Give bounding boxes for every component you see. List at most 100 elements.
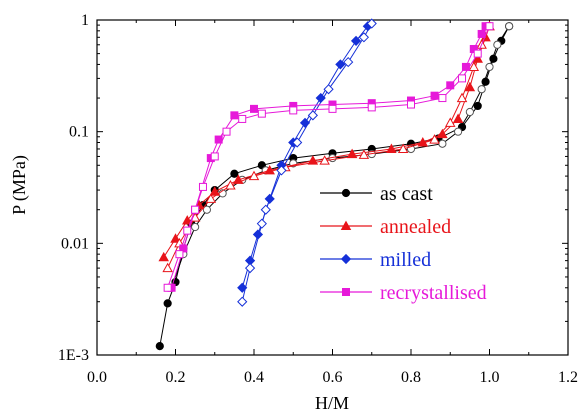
desorption-point xyxy=(191,222,200,232)
legend-marker xyxy=(342,288,350,296)
legend-label: recrystallised xyxy=(380,282,487,304)
desorption-point xyxy=(473,49,482,58)
desorption-point xyxy=(319,155,330,165)
absorption-point xyxy=(472,53,483,63)
legend: as cast annealed milled recrystallised xyxy=(320,183,487,304)
absorption-point xyxy=(417,137,429,147)
absorption-point xyxy=(155,342,164,351)
legend-item-annealed: annealed xyxy=(320,216,451,238)
absorption-point xyxy=(437,128,448,139)
legend-label: annealed xyxy=(380,216,451,238)
absorption-point xyxy=(163,299,172,308)
legend-item-as-cast: as cast xyxy=(320,183,433,205)
desorption-point xyxy=(175,250,184,259)
absorption-point xyxy=(473,101,482,111)
desorption-point xyxy=(202,205,211,214)
desorption-point xyxy=(493,40,502,49)
desorption-point xyxy=(307,110,318,121)
absorption-point xyxy=(350,35,362,46)
desorption-point xyxy=(237,296,248,307)
absorption-point xyxy=(489,54,498,63)
desorption-point xyxy=(163,283,172,292)
absorption-point xyxy=(209,186,220,196)
desorption-point xyxy=(257,109,266,118)
desorption-point xyxy=(225,180,236,190)
desorption-point xyxy=(222,127,231,136)
absorption-point xyxy=(237,282,248,293)
y-tick-label: 1E-3 xyxy=(58,347,89,364)
plot-area xyxy=(155,18,514,351)
desorption-point xyxy=(260,204,271,215)
x-tick-label: 0.6 xyxy=(323,369,343,386)
desorption-point xyxy=(367,103,376,112)
series-milled xyxy=(237,18,377,307)
y-tick-label: 1 xyxy=(81,12,89,29)
desorption-point xyxy=(456,92,468,103)
absorption-point xyxy=(170,233,181,243)
legend-label: milled xyxy=(380,249,431,271)
desorption-point xyxy=(343,56,354,68)
absorption-point xyxy=(264,193,275,205)
absorption-point xyxy=(477,29,486,38)
absorption-point xyxy=(461,62,470,71)
desorption-point xyxy=(238,114,247,123)
desorption-point xyxy=(358,149,370,159)
y-tick-label: 0.01 xyxy=(61,235,89,252)
absorption-point xyxy=(346,148,358,159)
legend-marker xyxy=(340,253,352,265)
desorption-point xyxy=(328,104,337,113)
legend-label: as cast xyxy=(380,183,433,205)
legend-item-milled: milled xyxy=(320,249,431,271)
desorption-point xyxy=(477,85,486,94)
desorption-point xyxy=(289,106,298,115)
desorption-point xyxy=(276,165,287,176)
absorption-point xyxy=(299,117,311,128)
x-tick-label: 0.4 xyxy=(244,369,264,386)
desorption-point xyxy=(485,22,494,31)
absorption-point xyxy=(430,91,439,100)
x-tick-label: 0.2 xyxy=(166,369,186,386)
absorption-point xyxy=(250,104,258,113)
absorption-point xyxy=(230,169,239,178)
x-tick-label: 1.2 xyxy=(558,369,578,386)
desorption-point xyxy=(205,193,217,203)
desorption-point xyxy=(162,262,173,273)
desorption-point xyxy=(505,22,514,31)
desorption-point xyxy=(465,107,474,117)
absorption-point xyxy=(158,251,169,262)
desorption-point xyxy=(397,143,409,153)
absorption-point xyxy=(386,143,397,153)
tick-labels: 0.0 0.2 0.4 0.6 0.8 1.0 1.2 1E-3 0.01 0.1 1 xyxy=(58,12,578,386)
absorption-point xyxy=(452,113,464,123)
absorption-point xyxy=(264,164,275,175)
absorption-point xyxy=(464,81,476,92)
x-axis-title: H/M xyxy=(315,393,349,413)
absorption-point xyxy=(182,215,193,225)
desorption-point xyxy=(438,139,447,148)
absorption-point xyxy=(315,92,326,104)
absorption-point xyxy=(307,155,319,165)
desorption-point xyxy=(468,61,480,71)
legend-item-recrystallised: recrystallised xyxy=(320,282,487,304)
absorption-point xyxy=(233,174,244,184)
desorption-point xyxy=(458,74,467,83)
desorption-point xyxy=(244,262,256,274)
desorption-point xyxy=(323,84,334,95)
desorption-point xyxy=(183,226,192,235)
desorption-point xyxy=(454,127,463,136)
absorption-point xyxy=(230,111,239,120)
desorption-point xyxy=(485,62,494,72)
desorption-point xyxy=(407,100,415,109)
desorption-point xyxy=(429,134,440,144)
desorption-point xyxy=(438,94,447,103)
absorption-point xyxy=(446,81,455,90)
desorption-point xyxy=(366,18,377,29)
legend-marker xyxy=(341,188,351,198)
desorption-point xyxy=(256,218,267,229)
absorption-point xyxy=(481,77,490,86)
desorption-point xyxy=(248,170,260,181)
x-tick-label: 0.8 xyxy=(401,369,421,386)
absorption-point xyxy=(252,229,264,240)
x-tick-label: 0.0 xyxy=(87,369,107,386)
desorption-point xyxy=(358,32,370,43)
